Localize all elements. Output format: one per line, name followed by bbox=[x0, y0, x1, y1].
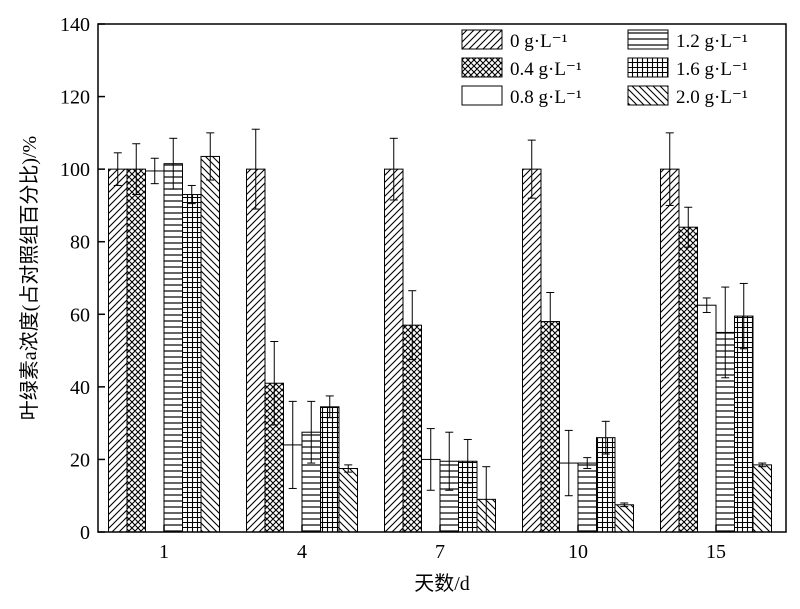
error-bar-series-3-cat-3 bbox=[583, 457, 592, 469]
bar-series-3-cat-3 bbox=[577, 462, 597, 533]
error-bar-series-0-cat-4 bbox=[665, 132, 674, 206]
error-bar-series-4-cat-1 bbox=[325, 395, 334, 419]
bar-series-0-cat-4 bbox=[660, 168, 680, 533]
error-bar-series-5-cat-3 bbox=[620, 502, 629, 508]
error-bar-series-3-cat-0 bbox=[169, 137, 178, 190]
bar-series-1-cat-4 bbox=[678, 226, 698, 533]
error-bar-series-1-cat-4 bbox=[684, 206, 693, 248]
legend-item-5: 2.0 g·L⁻¹ bbox=[627, 85, 748, 108]
legend-label-0: 0 g·L⁻¹ bbox=[510, 31, 568, 52]
bar-series-3-cat-0 bbox=[163, 163, 183, 533]
bar-series-4-cat-0 bbox=[182, 194, 202, 533]
error-bar-series-3-cat-4 bbox=[721, 286, 730, 379]
bar-series-0-cat-2 bbox=[384, 168, 404, 533]
error-bar-series-1-cat-0 bbox=[132, 143, 141, 196]
legend: 0 g·L⁻¹ 0.4 g·L⁻¹ 0.8 g·L⁻¹ 1.2 g·L⁻¹ 1.6 g·… bbox=[461, 29, 748, 108]
x-tick-label-2: 7 bbox=[435, 541, 445, 563]
legend-swatch-5 bbox=[627, 85, 669, 106]
x-tick-label-0: 1 bbox=[159, 541, 169, 563]
bar-series-0-cat-0 bbox=[108, 168, 128, 533]
bar-series-5-cat-3 bbox=[614, 504, 634, 533]
legend-swatch-4 bbox=[627, 57, 669, 78]
error-bar-series-5-cat-4 bbox=[758, 462, 767, 468]
error-bar-series-1-cat-1 bbox=[270, 341, 279, 426]
error-bar-series-2-cat-3 bbox=[564, 429, 573, 497]
y-axis-title: 叶绿素a浓度(占对照组百分比)/% bbox=[18, 136, 41, 420]
legend-item-3: 1.2 g·L⁻¹ bbox=[627, 29, 748, 52]
error-bar-series-0-cat-1 bbox=[251, 128, 260, 210]
error-bar-series-4-cat-2 bbox=[463, 438, 472, 484]
legend-swatch-1 bbox=[461, 57, 503, 78]
y-tick-label-5: 100 bbox=[60, 159, 90, 181]
error-bar-series-0-cat-0 bbox=[113, 152, 122, 186]
error-bar-series-5-cat-0 bbox=[206, 132, 215, 181]
legend-label-2: 0.8 g·L⁻¹ bbox=[510, 87, 582, 108]
error-bar-series-4-cat-4 bbox=[739, 282, 748, 350]
x-tick-label-4: 15 bbox=[706, 541, 726, 563]
error-bar-series-0-cat-3 bbox=[527, 139, 536, 199]
error-bar-series-2-cat-1 bbox=[288, 400, 297, 489]
legend-swatch-2 bbox=[461, 85, 503, 106]
legend-item-4: 1.6 g·L⁻¹ bbox=[627, 57, 748, 80]
bar-series-5-cat-1 bbox=[338, 468, 358, 533]
bar-series-1-cat-0 bbox=[126, 168, 146, 533]
legend-item-1: 0.4 g·L⁻¹ bbox=[461, 57, 582, 80]
y-axis: 0 20 40 60 80 100 120 140 bbox=[60, 14, 105, 544]
y-tick-label-0: 0 bbox=[80, 522, 90, 544]
y-tick-label-6: 120 bbox=[60, 87, 90, 109]
x-axis: 1 4 7 10 15 bbox=[159, 525, 726, 563]
error-bar-series-0-cat-2 bbox=[389, 137, 398, 201]
y-tick-label-3: 60 bbox=[70, 304, 90, 326]
error-bar-series-2-cat-4 bbox=[702, 297, 711, 313]
bar-series-0-cat-1 bbox=[246, 168, 266, 533]
legend-item-0: 0 g·L⁻¹ bbox=[461, 29, 568, 52]
error-bar-series-4-cat-3 bbox=[601, 420, 610, 455]
plot-frame bbox=[97, 23, 787, 533]
x-tick-label-1: 4 bbox=[297, 541, 307, 563]
bar-series-5-cat-0 bbox=[200, 155, 220, 533]
legend-label-3: 1.2 g·L⁻¹ bbox=[676, 31, 748, 52]
x-tick-label-3: 10 bbox=[568, 541, 588, 563]
bar-series-2-cat-0 bbox=[145, 170, 165, 533]
error-bar-series-1-cat-3 bbox=[546, 292, 555, 352]
error-bar-series-2-cat-2 bbox=[426, 428, 435, 491]
legend-label-5: 2.0 g·L⁻¹ bbox=[676, 87, 748, 108]
legend-item-2: 0.8 g·L⁻¹ bbox=[461, 85, 582, 108]
bars-layer bbox=[108, 155, 772, 533]
x-axis-title: 天数/d bbox=[414, 572, 470, 595]
error-bar-series-3-cat-1 bbox=[307, 400, 316, 464]
legend-swatch-0 bbox=[461, 29, 503, 50]
legend-swatch-3 bbox=[627, 29, 669, 50]
bar-series-5-cat-4 bbox=[752, 464, 772, 533]
error-bar-series-2-cat-0 bbox=[150, 157, 159, 185]
error-bar-series-1-cat-2 bbox=[408, 290, 417, 361]
y-tick-label-1: 20 bbox=[70, 449, 90, 471]
y-tick-label-7: 140 bbox=[60, 14, 90, 36]
y-tick-label-4: 80 bbox=[70, 232, 90, 254]
bar-series-2-cat-4 bbox=[697, 304, 717, 533]
bar-series-1-cat-3 bbox=[540, 321, 560, 533]
legend-label-4: 1.6 g·L⁻¹ bbox=[676, 59, 748, 80]
error-bar-series-5-cat-1 bbox=[344, 464, 353, 473]
bar-series-0-cat-3 bbox=[522, 168, 542, 533]
error-bar-series-4-cat-0 bbox=[187, 184, 196, 205]
legend-label-1: 0.4 g·L⁻¹ bbox=[510, 59, 582, 80]
bar-series-4-cat-1 bbox=[320, 406, 340, 533]
error-bar-series-3-cat-2 bbox=[445, 431, 454, 491]
y-tick-label-2: 40 bbox=[70, 377, 90, 399]
